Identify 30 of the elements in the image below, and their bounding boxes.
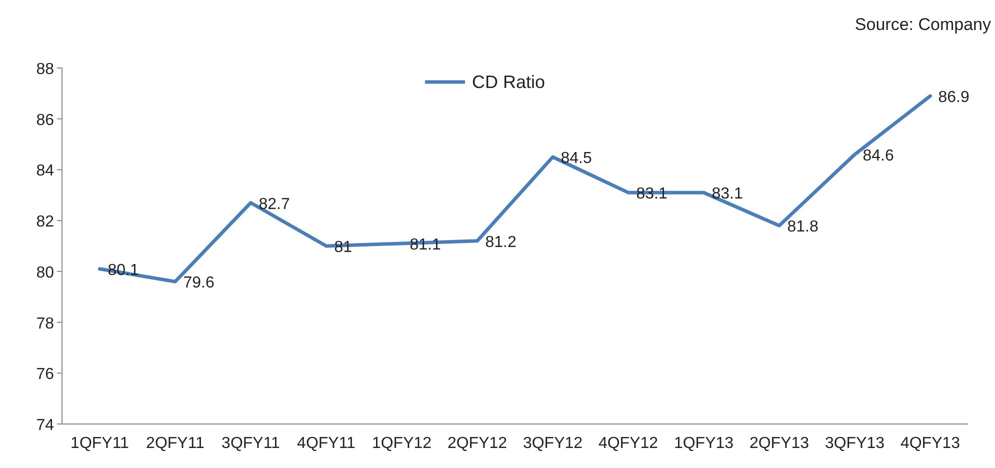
data-label: 82.7 <box>258 196 290 213</box>
y-tick-label: 78 <box>36 315 54 332</box>
x-tick-label: 4QFY11 <box>297 435 356 452</box>
x-tick-label: 2QFY13 <box>749 435 810 452</box>
x-tick-label: 1QFY12 <box>372 435 432 452</box>
y-tick-label: 82 <box>36 214 54 231</box>
y-tick-label: 76 <box>36 366 54 384</box>
data-label: 81.8 <box>787 218 818 236</box>
data-label: 83.1 <box>712 186 743 203</box>
x-tick-label: 3QFY13 <box>824 435 885 452</box>
data-label: 79.6 <box>183 274 214 292</box>
x-tick-label: 1QFY13 <box>674 435 734 452</box>
y-tick-label: 84 <box>36 162 54 180</box>
data-label: 84.5 <box>560 150 592 167</box>
source-note: Source: Company <box>854 15 992 34</box>
y-tick-label: 74 <box>36 417 54 434</box>
y-tick-label: 86 <box>36 112 54 129</box>
x-tick-label: 3QFY11 <box>222 435 280 452</box>
data-label: 84.6 <box>862 147 894 164</box>
x-tick-label: 1QFY11 <box>70 435 130 452</box>
data-label: 81.2 <box>485 234 516 251</box>
data-label: 86.9 <box>938 88 970 106</box>
legend-label: CD Ratio <box>472 72 546 92</box>
y-tick-label: 80 <box>36 264 54 282</box>
x-tick-label: 2QFY12 <box>447 435 508 452</box>
x-tick-label: 2QFY11 <box>146 435 205 452</box>
x-tick-label: 4QFY12 <box>598 435 658 452</box>
y-tick-label: 88 <box>36 61 54 78</box>
x-tick-label: 4QFY13 <box>900 435 960 452</box>
x-tick-label: 3QFY12 <box>522 435 583 452</box>
